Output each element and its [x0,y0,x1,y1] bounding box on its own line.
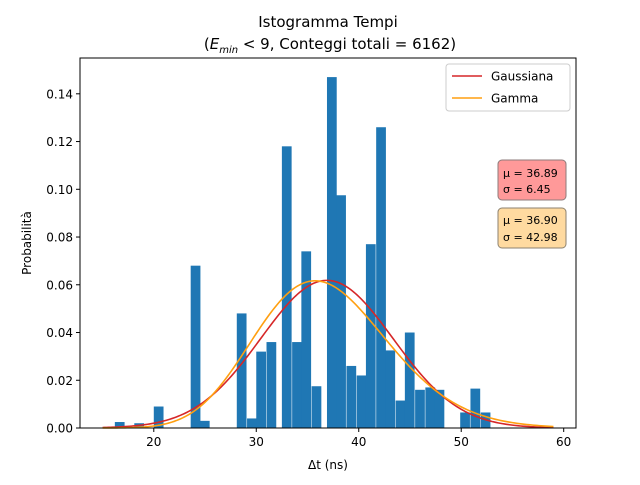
y-tick-label: 0.14 [46,87,73,101]
chart-title: Istogramma Tempi [258,13,398,31]
gaussian-mu-text: μ = 36.89 [503,167,558,180]
subtitle-symbol: E [210,35,220,53]
subtitle-open: ( [204,35,210,53]
histogram-bar [404,332,415,428]
histogram-bar [356,375,367,428]
bars-layer [114,77,491,428]
curve-gamma [102,279,554,429]
histogram-bar [346,365,357,428]
histogram-bar [114,422,125,428]
x-tick-label: 50 [454,435,469,449]
x-ticks: 20 30 40 50 60 [146,428,571,449]
histogram-bar [301,251,312,428]
gamma-params-background [497,207,567,249]
x-tick-label: 40 [351,435,366,449]
y-tick-label: 0.02 [46,374,73,388]
y-axis-label: Probabilità [20,211,34,275]
y-tick-label: 0.00 [46,422,73,436]
subtitle-subscript: min [219,45,238,56]
y-tick-label: 0.10 [46,183,73,197]
histogram-bar [425,387,436,428]
histogram-bar [365,244,376,428]
legend-gamma-label: Gamma [491,92,538,106]
x-tick-label: 60 [556,435,571,449]
y-tick-label: 0.06 [46,278,73,292]
histogram-bar [236,313,247,428]
y-tick-label: 0.04 [46,326,73,340]
histogram-bar [376,127,386,428]
histogram-bar [434,389,445,428]
x-tick-label: 20 [146,435,161,449]
histogram-bar [281,146,292,428]
histogram-bar [336,195,346,428]
histogram-bar [395,400,406,428]
histogram-bar [415,389,425,428]
y-tick-label: 0.08 [46,231,73,245]
chart-subtitle: (Emin < 9, Conteggi totali = 6162) [204,35,456,56]
histogram-bar [153,406,164,428]
y-ticks: 0.00 0.02 0.04 0.06 0.08 0.10 0.12 0.14 [46,87,80,436]
legend-gaussiana-label: Gaussiana [491,70,553,84]
histogram-bar [385,350,396,428]
gaussian-params-box: μ = 36.89 σ = 6.45 [497,159,567,201]
histogram-bar [190,265,201,428]
curves-layer [102,279,554,429]
gamma-mu-text: μ = 36.90 [503,214,558,227]
gaussian-params-background [497,159,567,201]
x-tick-label: 30 [249,435,264,449]
histogram-bar [292,342,302,428]
y-tick-label: 0.12 [46,135,73,149]
gamma-sigma-text: σ = 42.98 [503,231,558,244]
histogram-bar [326,77,337,428]
histogram-bar [266,342,277,428]
histogram-bar [470,388,481,428]
subtitle-rest: < 9, Conteggi totali = 6162) [238,35,456,53]
gaussian-sigma-text: σ = 6.45 [503,183,551,196]
legend: Gaussiana Gamma [445,63,571,112]
histogram-bar [460,412,470,428]
histogram-bar [256,351,266,428]
histogram-bar [247,418,257,428]
histogram-bar [199,420,210,428]
axes-frame [79,57,577,429]
histogram-bar [311,386,322,428]
curve-gaussiana [102,279,554,429]
x-axis-label: Δt (ns) [308,458,348,472]
gamma-params-box: μ = 36.90 σ = 42.98 [497,207,567,249]
